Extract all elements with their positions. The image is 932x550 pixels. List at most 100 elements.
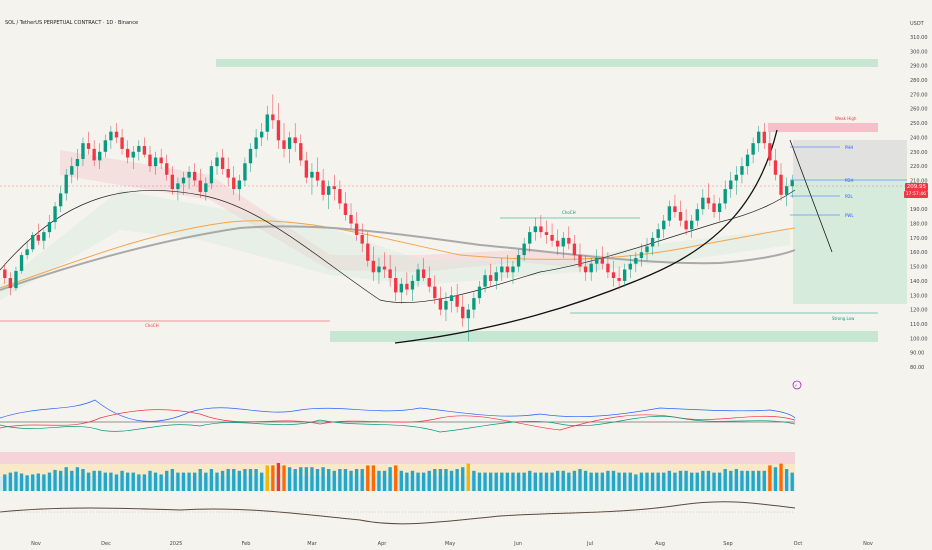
candle[interactable] xyxy=(3,269,7,279)
candle[interactable] xyxy=(639,252,644,258)
candle[interactable] xyxy=(455,295,459,307)
candle[interactable] xyxy=(399,283,403,293)
candle[interactable] xyxy=(366,243,370,261)
candle[interactable] xyxy=(310,171,314,178)
candle[interactable] xyxy=(673,206,677,213)
candle[interactable] xyxy=(488,275,493,281)
candle[interactable] xyxy=(125,148,130,158)
candle[interactable] xyxy=(287,137,292,149)
candle[interactable] xyxy=(690,220,694,230)
candle[interactable] xyxy=(438,298,443,310)
candle[interactable] xyxy=(131,151,135,158)
candle[interactable] xyxy=(354,223,359,235)
candle[interactable] xyxy=(75,158,80,167)
candle[interactable] xyxy=(617,278,621,281)
candle[interactable] xyxy=(516,255,521,267)
candle[interactable] xyxy=(595,257,599,264)
candle[interactable] xyxy=(678,212,683,221)
candle[interactable] xyxy=(237,180,242,190)
candle[interactable] xyxy=(555,240,560,247)
candle[interactable] xyxy=(416,269,420,281)
candle[interactable] xyxy=(114,131,119,138)
candle[interactable] xyxy=(461,306,465,319)
candle[interactable] xyxy=(304,160,309,178)
candle[interactable] xyxy=(86,143,91,149)
candle[interactable] xyxy=(706,197,711,204)
candle[interactable] xyxy=(8,278,13,289)
candle[interactable] xyxy=(505,266,510,273)
candle[interactable] xyxy=(382,266,387,270)
candle[interactable] xyxy=(779,174,783,195)
candle[interactable] xyxy=(494,272,498,281)
candle[interactable] xyxy=(472,298,476,310)
candle[interactable] xyxy=(784,186,789,195)
candle[interactable] xyxy=(790,180,794,187)
candle[interactable] xyxy=(299,143,303,161)
candle[interactable] xyxy=(533,226,537,233)
candle[interactable] xyxy=(338,189,342,204)
candle[interactable] xyxy=(282,140,286,149)
candle[interactable] xyxy=(165,163,169,175)
candle[interactable] xyxy=(528,232,532,244)
candle[interactable] xyxy=(717,203,722,213)
candle[interactable] xyxy=(561,237,565,247)
candle[interactable] xyxy=(762,131,766,144)
candle[interactable] xyxy=(148,154,152,167)
candle[interactable] xyxy=(343,203,348,215)
candle[interactable] xyxy=(220,157,225,169)
candle[interactable] xyxy=(19,255,24,271)
candle[interactable] xyxy=(466,309,470,319)
candle[interactable] xyxy=(181,177,186,184)
candle[interactable] xyxy=(740,166,744,175)
candle[interactable] xyxy=(98,151,102,161)
candle[interactable] xyxy=(142,146,147,155)
candle[interactable] xyxy=(483,275,487,287)
candle[interactable] xyxy=(265,114,269,132)
candle[interactable] xyxy=(109,131,113,141)
candle[interactable] xyxy=(371,260,376,273)
candle[interactable] xyxy=(684,220,688,230)
candle[interactable] xyxy=(634,257,638,264)
candle[interactable] xyxy=(394,278,398,293)
candle[interactable] xyxy=(405,283,409,290)
candle[interactable] xyxy=(645,246,649,253)
candle[interactable] xyxy=(768,143,772,161)
candle[interactable] xyxy=(656,229,660,238)
candle[interactable] xyxy=(53,206,57,223)
candle[interactable] xyxy=(232,177,236,190)
candle[interactable] xyxy=(187,171,191,178)
candle[interactable] xyxy=(477,286,482,299)
candle[interactable] xyxy=(578,255,582,267)
candle[interactable] xyxy=(667,206,672,221)
candle[interactable] xyxy=(327,186,331,195)
candle[interactable] xyxy=(81,143,85,159)
candle[interactable] xyxy=(103,140,107,152)
candle[interactable] xyxy=(421,269,426,279)
candle[interactable] xyxy=(628,263,632,270)
candle[interactable] xyxy=(544,232,549,235)
candle[interactable] xyxy=(31,235,35,250)
candle[interactable] xyxy=(198,180,202,192)
candle[interactable] xyxy=(583,266,588,273)
candle[interactable] xyxy=(773,160,778,175)
candle[interactable] xyxy=(70,166,74,175)
candle[interactable] xyxy=(120,137,124,149)
candle[interactable] xyxy=(248,148,253,164)
candle[interactable] xyxy=(650,237,655,247)
candle[interactable] xyxy=(734,174,739,181)
candle[interactable] xyxy=(729,180,733,190)
candle[interactable] xyxy=(751,143,755,155)
candle[interactable] xyxy=(539,226,543,233)
candle[interactable] xyxy=(47,222,52,233)
candle[interactable] xyxy=(757,131,761,144)
candle[interactable] xyxy=(433,286,437,299)
candle[interactable] xyxy=(36,235,40,241)
candle[interactable] xyxy=(321,180,325,195)
candle[interactable] xyxy=(315,171,320,181)
candle[interactable] xyxy=(192,171,197,181)
candle[interactable] xyxy=(14,270,18,289)
candle[interactable] xyxy=(137,146,141,152)
candle[interactable] xyxy=(589,263,593,273)
candle[interactable] xyxy=(723,189,727,204)
